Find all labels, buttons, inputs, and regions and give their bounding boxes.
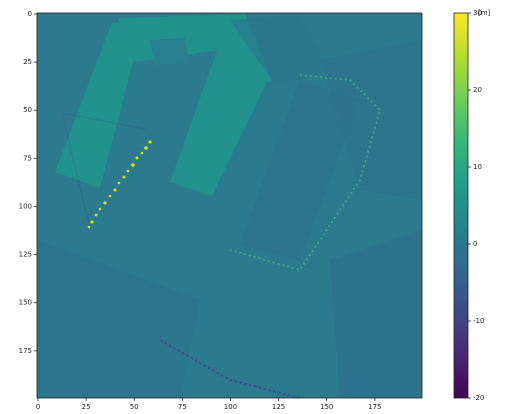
y-tick-label: 125 [19, 251, 32, 259]
colorbar-tick-label: 30 [473, 9, 482, 17]
x-tick-label: 125 [272, 403, 285, 411]
x-tick-label: 50 [130, 403, 139, 411]
y-tick-label: 0 [28, 10, 32, 18]
y-tick-label: 150 [19, 299, 32, 307]
y-tick-label: 75 [23, 154, 32, 162]
y-tick-label: 25 [23, 58, 32, 66]
x-tick-label: 100 [224, 403, 237, 411]
colorbar-tick-label: -20 [473, 394, 484, 402]
colorbar [454, 13, 468, 398]
x-tick-label: 25 [82, 403, 91, 411]
chart: [m] 025507510012515017502550751001251501… [0, 0, 507, 414]
y-tick-label: 50 [23, 106, 32, 114]
colorbar-tick-label: -10 [473, 317, 484, 325]
x-tick-label: 175 [368, 403, 381, 411]
y-tick-label: 100 [19, 202, 32, 210]
colorbar-tick-label: 20 [473, 86, 482, 94]
colorbar-tick-label: 0 [473, 240, 477, 248]
y-tick-label: 175 [19, 347, 32, 355]
x-tick-label: 0 [36, 403, 40, 411]
colorbar-tick-label: 10 [473, 163, 482, 171]
x-tick-label: 150 [320, 403, 333, 411]
x-tick-label: 75 [178, 403, 187, 411]
heatmap-image [37, 13, 422, 398]
